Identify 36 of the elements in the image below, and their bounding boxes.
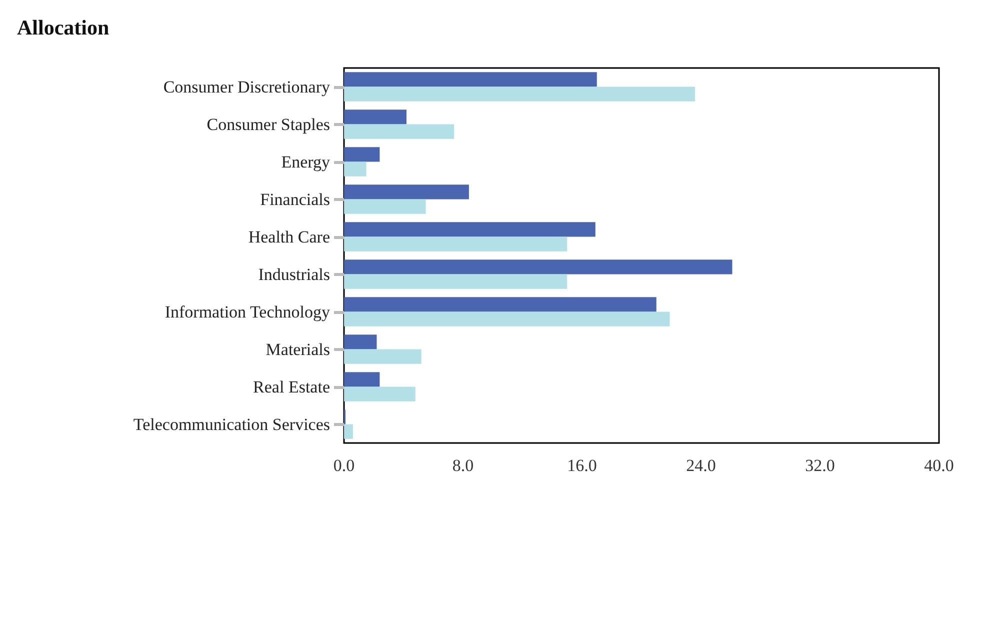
bar [344,372,380,387]
bar [344,222,596,237]
bar [344,260,732,274]
bar [344,274,568,289]
bar [344,124,454,139]
bar [344,312,670,326]
x-tick-label: 8.0 [452,456,474,475]
bar [344,386,416,402]
text: Allocation [17,16,110,40]
x-tick-label: 16.0 [567,456,597,475]
bar [344,72,597,87]
x-tick-label: 24.0 [686,456,716,475]
bar [344,199,426,214]
bar [344,162,366,176]
bar [344,184,469,200]
y-tick-label: Information Technology [164,302,330,322]
bar [344,424,353,439]
y-tick-label: Consumer Discretionary [163,77,330,96]
x-tick-label: 40.0 [924,456,954,475]
y-tick-label: Consumer Staples [206,114,330,134]
bar [344,334,377,350]
bar [344,86,696,102]
y-tick-label: Telecommunication Services [133,414,330,434]
x-tick-label: 0.0 [333,456,355,475]
x-tick-label: 32.0 [805,456,835,475]
y-tick-label: Financials [260,190,330,209]
y-tick-label: Materials [266,340,330,359]
y-tick-label: Industrials [258,264,330,284]
y-tick-label: Energy [281,152,330,172]
y-tick-label: Real Estate [253,377,330,396]
bar [344,236,568,252]
y-tick-label: Health Care [248,227,330,246]
bar [344,147,380,162]
bar [344,110,406,124]
bar [344,349,422,364]
bar [344,297,656,312]
